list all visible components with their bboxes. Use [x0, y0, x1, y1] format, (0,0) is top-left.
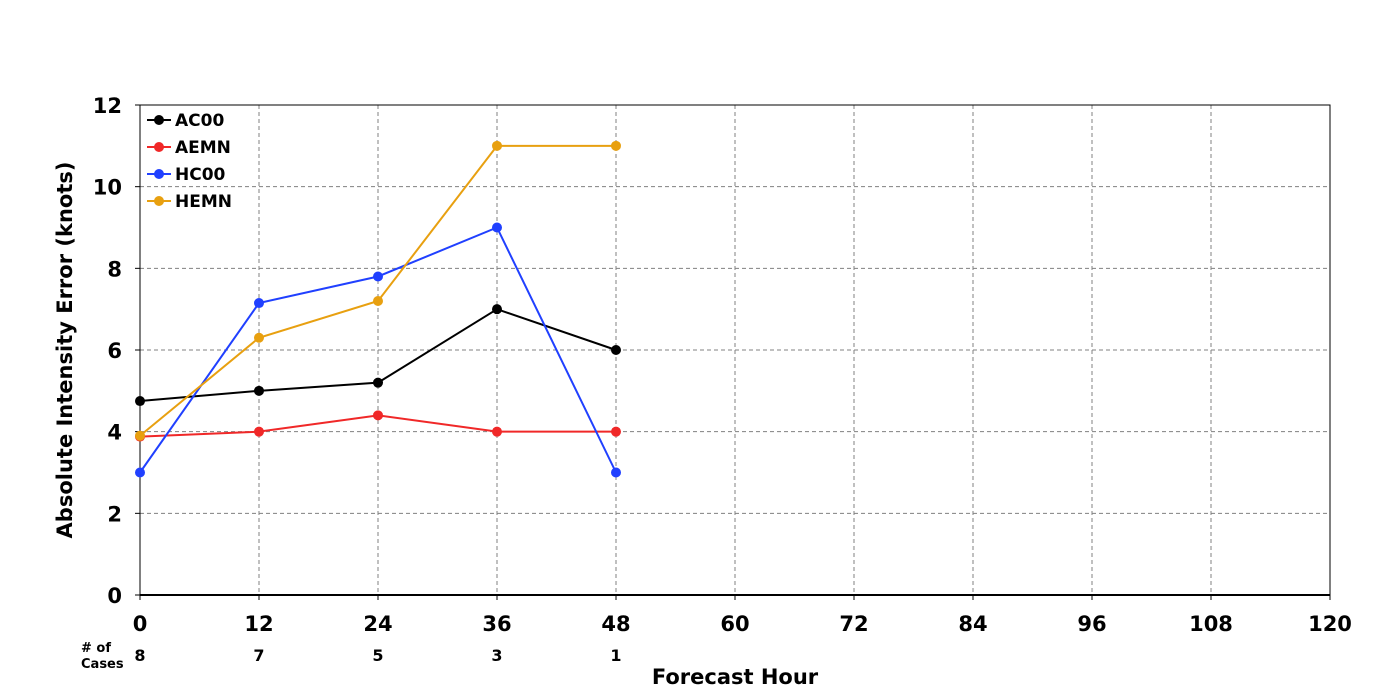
y-tick-label: 0 — [107, 584, 122, 608]
series-hemn — [135, 140, 621, 441]
data-point — [135, 430, 145, 441]
data-point — [135, 396, 145, 407]
x-tick-label: 12 — [244, 612, 273, 636]
data-point — [373, 377, 383, 388]
x-tick-label: 108 — [1189, 612, 1233, 636]
data-point — [254, 298, 264, 309]
cases-value: 5 — [372, 646, 383, 665]
data-point — [373, 296, 383, 306]
legend: AC00 AEMN HC00 HEMN — [147, 111, 232, 212]
y-axis-label: Absolute Intensity Error (knots) — [53, 162, 77, 539]
data-point — [373, 410, 383, 421]
legend-label: HEMN — [175, 192, 232, 212]
x-tick-label: 120 — [1308, 612, 1352, 636]
x-axis-label: Forecast Hour — [652, 665, 819, 689]
legend-label: AC00 — [175, 111, 224, 131]
grid — [140, 105, 1330, 595]
data-point — [254, 385, 264, 396]
legend-item: AC00 — [147, 111, 224, 131]
legend-marker — [154, 196, 164, 206]
cases-label-line1: # of — [81, 641, 111, 656]
data-point — [611, 467, 621, 478]
x-tick-label: 24 — [363, 612, 392, 636]
cases-value: 1 — [610, 646, 621, 665]
y-tick-label: 8 — [107, 257, 122, 281]
x-tick-label: 36 — [482, 612, 511, 636]
legend-marker — [154, 169, 164, 179]
series-layer — [135, 140, 621, 478]
data-point — [492, 304, 502, 315]
legend-marker — [154, 115, 164, 125]
x-tick-label: 60 — [720, 612, 749, 636]
x-axis-ticks: 0 12 24 36 48 60 72 84 96 108 120 — [133, 595, 1352, 636]
series-hc00 — [135, 222, 621, 478]
data-point — [611, 426, 621, 437]
y-tick-label: 10 — [93, 176, 122, 200]
legend-item: HEMN — [147, 192, 232, 212]
legend-item: AEMN — [147, 138, 231, 158]
data-point — [611, 140, 621, 151]
data-point — [373, 271, 383, 282]
cases-value: 8 — [134, 646, 145, 665]
cases-value: 7 — [253, 646, 264, 665]
legend-marker — [154, 142, 164, 152]
y-axis-ticks: 0 2 4 6 8 10 12 — [93, 94, 140, 608]
x-tick-label: 0 — [133, 612, 148, 636]
y-tick-label: 6 — [107, 339, 122, 363]
y-tick-label: 12 — [93, 94, 122, 118]
x-tick-label: 48 — [601, 612, 630, 636]
data-point — [254, 426, 264, 437]
x-tick-label: 72 — [839, 612, 868, 636]
cases-row: # of Cases 8 7 5 3 1 — [81, 641, 622, 672]
x-tick-label: 84 — [958, 612, 987, 636]
data-point — [611, 345, 621, 355]
data-point — [254, 332, 264, 343]
data-point — [492, 426, 502, 437]
cases-label-line2: Cases — [81, 657, 124, 672]
cases-value: 3 — [491, 646, 502, 665]
y-tick-label: 4 — [107, 421, 122, 445]
data-point — [492, 140, 502, 151]
data-point — [135, 467, 145, 478]
y-tick-label: 2 — [107, 502, 122, 526]
legend-item: HC00 — [147, 165, 226, 185]
x-tick-label: 96 — [1077, 612, 1106, 636]
legend-label: AEMN — [175, 138, 231, 158]
series-ac00 — [135, 304, 621, 407]
data-point — [492, 222, 502, 233]
legend-label: HC00 — [175, 165, 226, 185]
